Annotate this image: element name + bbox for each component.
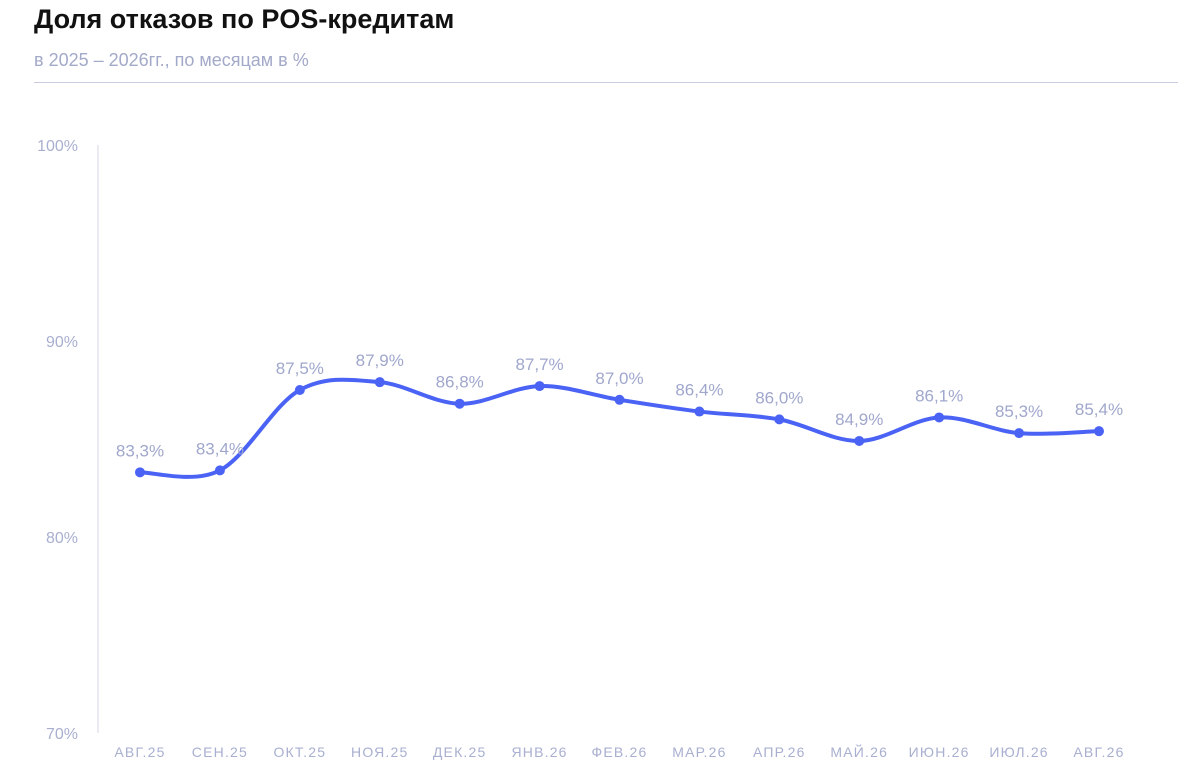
x-tick-label: СЕН.25 [192,744,248,760]
x-tick-label: ИЮН.26 [909,744,970,760]
data-point [1014,428,1025,439]
data-point [534,381,545,392]
data-label: 85,3% [995,402,1043,421]
series [135,377,1104,479]
data-label: 85,4% [1075,400,1123,419]
x-tick-label: АПР.26 [753,744,806,760]
data-label: 86,1% [915,386,963,405]
x-tick-label: ИЮЛ.26 [989,744,1048,760]
chart-title: Доля отказов по POS-кредитам [34,4,455,34]
data-label: 87,7% [515,355,563,374]
y-tick-label: 80% [46,530,78,547]
data-label: 83,3% [116,441,164,460]
x-tick-label: НОЯ.25 [351,744,408,760]
data-label: 84,9% [835,410,883,429]
data-point [854,435,865,446]
data-point [135,467,145,478]
chart-subtitle: в 2025 – 2026гг., по месяцам в % [34,50,309,70]
data-label: 86,4% [675,381,723,400]
x-tick-label: ДЕК.25 [433,744,487,760]
data-label: 86,8% [436,373,484,392]
header-divider [34,82,1178,83]
data-label: 87,9% [356,351,404,370]
x-tick-label: МАР.26 [672,744,726,760]
x-tick-label: ОКТ.25 [273,744,326,760]
data-point [374,377,385,388]
x-tick-label: АВГ.26 [1073,744,1124,760]
data-labels: 83,3% 83,4% 87,5% 87,9% 86,8% 87,7% 87,0% 86,4%… [116,351,1123,460]
data-point [694,406,705,417]
data-label: 87,0% [595,369,643,388]
data-label: 83,4% [196,439,244,458]
data-point [294,385,305,395]
x-axis: АВГ.25 СЕН.25 ОКТ.25 НОЯ.25 ДЕК.25 ЯНВ.26 ФЕВ.… [114,743,1124,760]
y-tick-label: 100% [37,138,78,155]
x-tick-label: МАЙ.26 [830,743,888,760]
data-point [454,398,465,409]
data-point [1094,426,1104,437]
x-tick-label: АВГ.25 [114,744,165,760]
data-point [774,414,785,425]
x-tick-label: ФЕВ.26 [592,744,648,760]
data-point [934,412,945,423]
data-point [214,465,225,476]
y-tick-label: 70% [46,726,78,743]
data-point [614,394,625,405]
y-tick-label: 90% [46,334,78,351]
y-axis: 70% 80% 90% 100% [37,138,99,743]
x-tick-label: ЯНВ.26 [511,744,567,760]
data-label: 86,0% [755,388,803,407]
data-label: 87,5% [276,359,324,378]
